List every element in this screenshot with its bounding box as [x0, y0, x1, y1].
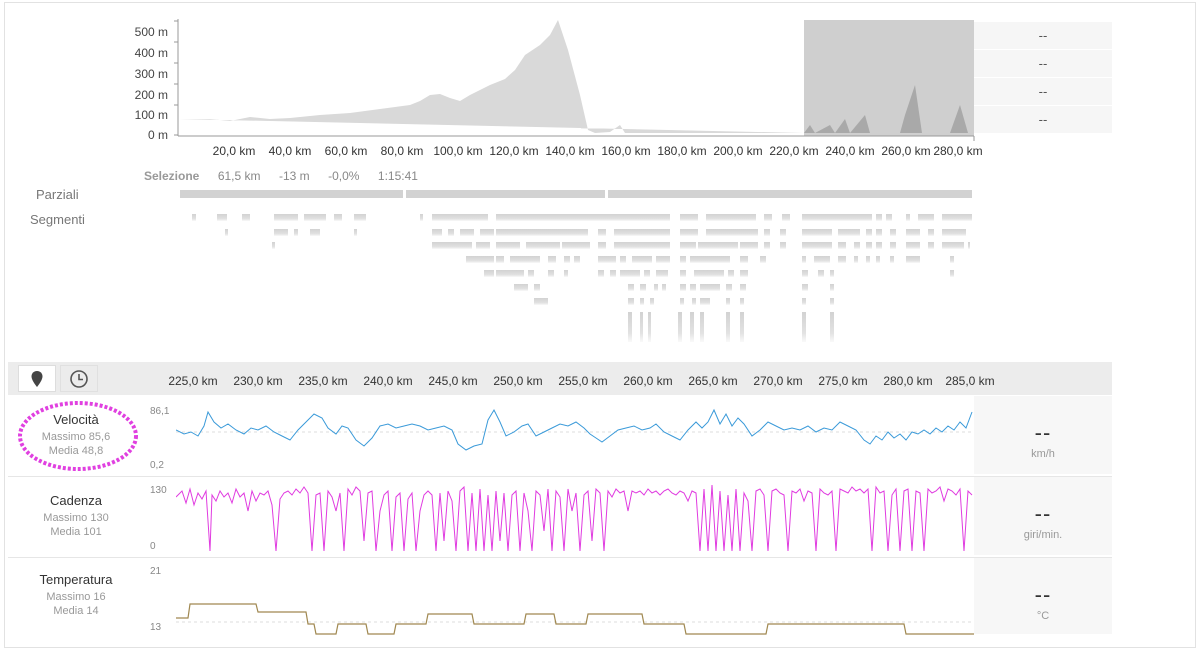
selection-grade: -0,0%: [328, 169, 360, 183]
speed-summary: Velocità Massimo 85,6 Media 48,8: [8, 412, 144, 457]
partials-label: Parziali: [36, 187, 79, 202]
cadence-chart[interactable]: [176, 481, 974, 555]
y-max: 86,1: [150, 406, 170, 417]
y-tick: 400 m: [134, 46, 168, 60]
x-tick: 260,0 km: [881, 144, 931, 158]
detail-x-tick: 250,0 km: [493, 374, 543, 388]
elevation-area: [179, 20, 804, 133]
x-tick: 80,0 km: [380, 144, 424, 158]
x-tick: 120,0 km: [489, 144, 539, 158]
temperature-summary: Temperatura Massimo 16 Media 14: [8, 572, 144, 617]
y-min: 13: [150, 622, 162, 633]
y-min: 0,2: [150, 460, 164, 471]
y-tick: 100 m: [134, 108, 168, 122]
selection-distance: 61,5 km: [217, 169, 261, 183]
metric-avg: Media 101: [50, 526, 102, 538]
detail-x-tick: 285,0 km: [945, 374, 995, 388]
x-tick: 280,0 km: [933, 144, 983, 158]
detail-x-tick: 240,0 km: [363, 374, 413, 388]
cadence-summary: Cadenza Massimo 130 Media 101: [8, 493, 144, 538]
partial-bar[interactable]: [180, 190, 403, 198]
metric-value: --: [1034, 420, 1052, 445]
detail-x-tick: 260,0 km: [623, 374, 673, 388]
metric-max: Massimo 85,6: [41, 431, 111, 443]
metric-unit: °C: [1036, 610, 1050, 622]
detail-x-tick: 230,0 km: [233, 374, 283, 388]
temperature-chart[interactable]: [176, 562, 974, 636]
metric-avg: Media 48,8: [48, 445, 104, 457]
map-pin-icon: [31, 370, 43, 387]
detail-x-tick: 255,0 km: [558, 374, 608, 388]
segment-bars[interactable]: [192, 214, 972, 342]
temperature-line: [176, 603, 974, 635]
y-tick: 200 m: [134, 88, 168, 102]
y-tick: 300 m: [134, 67, 168, 81]
metric-row-temperature[interactable]: Temperatura Massimo 16 Media 14 21 13 --…: [8, 558, 1112, 636]
x-tick: 140,0 km: [545, 144, 595, 158]
metric-max: Massimo 130: [43, 512, 109, 524]
partial-bar[interactable]: [608, 190, 972, 198]
selection-overlay[interactable]: [804, 20, 974, 136]
metric-value: --: [1034, 582, 1052, 607]
time-mode-button[interactable]: [60, 365, 98, 392]
y-min: 0: [150, 541, 156, 552]
elevation-chart[interactable]: 500 m 400 m 300 m 200 m 100 m 0 m 20,0 k…: [0, 0, 1200, 170]
elevation-plot[interactable]: [170, 15, 980, 145]
speed-line: [176, 408, 973, 451]
metric-title: Velocità: [53, 412, 99, 427]
y-tick: 500 m: [134, 25, 168, 39]
detail-x-tick: 235,0 km: [298, 374, 348, 388]
segments-label: Segmenti: [30, 212, 85, 227]
lap-value: --: [974, 22, 1112, 50]
lap-value: --: [974, 106, 1112, 134]
activity-analysis-panel: [4, 2, 1196, 648]
detail-x-tick: 225,0 km: [168, 374, 218, 388]
y-tick: 0 m: [147, 128, 168, 142]
lap-value: --: [974, 50, 1112, 78]
lap-value: --: [974, 78, 1112, 106]
x-tick: 180,0 km: [657, 144, 707, 158]
metric-row-cadence[interactable]: Cadenza Massimo 130 Media 101 130 0 -- g…: [8, 477, 1112, 558]
detail-x-tick: 270,0 km: [753, 374, 803, 388]
metric-row-speed[interactable]: Velocità Massimo 85,6 Media 48,8 86,1 0,…: [8, 396, 1112, 477]
detail-x-tick: 265,0 km: [688, 374, 738, 388]
x-tick: 160,0 km: [601, 144, 651, 158]
y-max: 130: [150, 485, 167, 496]
selection-label: Selezione: [144, 169, 200, 183]
metric-unit: km/h: [1031, 448, 1055, 460]
x-tick: 100,0 km: [433, 144, 483, 158]
x-tick: 20,0 km: [212, 144, 256, 158]
partial-bar[interactable]: [406, 190, 605, 198]
detail-x-tick: 245,0 km: [428, 374, 478, 388]
detail-x-tick: 280,0 km: [883, 374, 933, 388]
speed-value-box: -- km/h: [974, 396, 1112, 474]
x-tick: 60,0 km: [324, 144, 368, 158]
metric-avg: Media 14: [53, 605, 99, 617]
cadence-value-box: -- giri/min.: [974, 477, 1112, 555]
detail-x-tick: 275,0 km: [818, 374, 868, 388]
y-max: 21: [150, 566, 162, 577]
metric-unit: giri/min.: [1023, 529, 1063, 541]
temperature-value-box: -- °C: [974, 558, 1112, 634]
metric-title: Temperatura: [39, 572, 113, 587]
distance-mode-button[interactable]: [18, 365, 56, 392]
x-tick: 240,0 km: [825, 144, 875, 158]
selection-summary: Selezione 61,5 km -13 m -0,0% 1:15:41: [144, 167, 418, 183]
x-tick: 200,0 km: [713, 144, 763, 158]
x-tick: 40,0 km: [268, 144, 312, 158]
highlight-ellipse: [18, 401, 138, 471]
partials-segments-strip[interactable]: [170, 188, 980, 348]
metric-max: Massimo 16: [46, 591, 106, 603]
metric-title: Cadenza: [49, 493, 103, 508]
detail-toolbar: 225,0 km 230,0 km 235,0 km 240,0 km 245,…: [8, 362, 1112, 395]
selected-elevation-area: [804, 85, 974, 133]
metric-value: --: [1034, 501, 1052, 526]
x-tick: 220,0 km: [769, 144, 819, 158]
cadence-line: [176, 484, 973, 552]
speed-chart[interactable]: [176, 400, 974, 470]
clock-icon: [70, 369, 88, 388]
selection-time: 1:15:41: [377, 169, 418, 183]
selection-elevation: -13 m: [278, 169, 310, 183]
